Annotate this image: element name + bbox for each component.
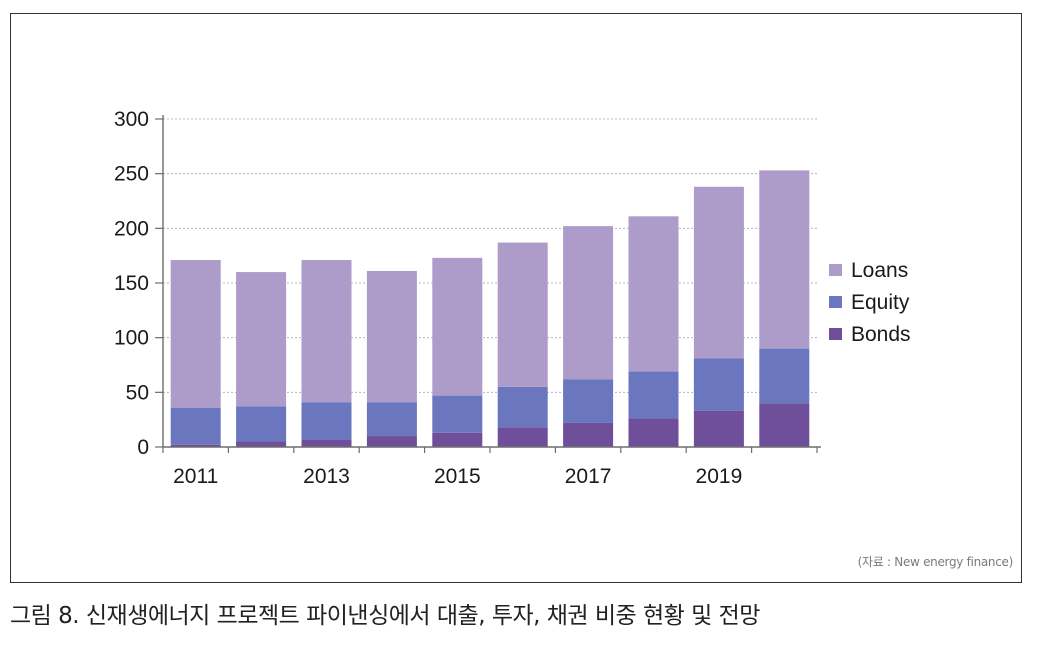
bar-bonds-2013 <box>301 439 352 447</box>
x-tick-label: 2011 <box>173 465 218 488</box>
stacked-bar-chart: 0 50 100 150 200 250 300 2011 2013 2015 2017 2019 Lo… <box>114 108 911 488</box>
bar-equity-2016 <box>497 386 548 428</box>
figure-caption: 그림 8. 신재생에너지 프로젝트 파이낸싱에서 대출, 투자, 채권 비중 현… <box>10 603 760 629</box>
bar-bonds-2016 <box>497 427 548 447</box>
x-tick-label: 2015 <box>434 465 481 488</box>
bar-equity-2019 <box>693 358 744 411</box>
y-tick-label: 250 <box>114 163 149 186</box>
bar-bonds-2011 <box>170 444 221 447</box>
bar-loans-2015 <box>432 257 483 396</box>
y-tick-label: 50 <box>126 381 149 404</box>
x-tick-label: 2017 <box>565 465 612 488</box>
bar-loans-2018 <box>628 216 679 372</box>
y-tick-label: 200 <box>114 217 149 240</box>
bar-bonds-2015 <box>432 432 483 447</box>
bar-equity-2013 <box>301 402 352 440</box>
bar-bonds-2017 <box>563 422 614 447</box>
y-tick-label: 300 <box>114 108 149 131</box>
bar-loans-2014 <box>366 270 417 403</box>
bar-loans-2016 <box>497 242 548 387</box>
bar-loans-2013 <box>301 260 352 403</box>
legend-swatch-equity <box>829 296 842 308</box>
bar-bonds-2018 <box>628 418 679 447</box>
bar-equity-2015 <box>432 395 483 433</box>
bar-equity-2017 <box>563 379 614 423</box>
bar-loans-2011 <box>170 260 221 408</box>
bar-bonds-2020 <box>759 403 810 447</box>
legend-swatch-bonds <box>829 328 842 340</box>
legend-swatch-loans <box>829 264 842 276</box>
bar-equity-2014 <box>366 402 417 437</box>
y-tick-label: 100 <box>114 327 149 350</box>
bar-equity-2012 <box>236 406 287 442</box>
x-tick-label: 2013 <box>303 465 350 488</box>
legend-label-bonds: Bonds <box>851 323 911 346</box>
legend-label-loans: Loans <box>851 259 908 282</box>
bar-loans-2012 <box>236 272 287 407</box>
y-tick-label: 0 <box>137 436 149 459</box>
bar-loans-2020 <box>759 170 810 349</box>
bar-equity-2020 <box>759 348 810 404</box>
bar-equity-2011 <box>170 407 221 445</box>
figure-frame: 0 50 100 150 200 250 300 2011 2013 2015 2017 2019 Lo… <box>10 13 1022 583</box>
bar-equity-2018 <box>628 371 679 419</box>
x-tick-label: 2019 <box>696 465 743 488</box>
source-note: (자료 : New energy finance) <box>857 555 1014 569</box>
legend-label-equity: Equity <box>851 291 910 314</box>
bar-bonds-2014 <box>366 436 417 447</box>
bar-loans-2019 <box>693 186 744 359</box>
bar-bonds-2019 <box>693 410 744 447</box>
bar-bonds-2012 <box>236 441 287 447</box>
bar-loans-2017 <box>563 226 614 380</box>
y-tick-label: 150 <box>114 272 149 295</box>
